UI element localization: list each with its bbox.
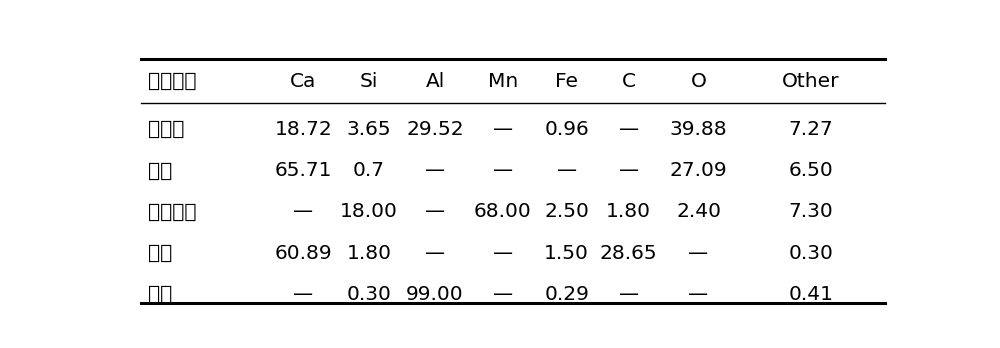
Text: Fe: Fe [555, 72, 578, 91]
Text: —: — [619, 120, 639, 139]
Text: 60.89: 60.89 [274, 244, 332, 263]
Text: —: — [688, 244, 709, 263]
Text: 1.80: 1.80 [606, 203, 651, 221]
Text: Al: Al [425, 72, 445, 91]
Text: —: — [425, 244, 445, 263]
Text: 68.00: 68.00 [474, 203, 532, 221]
Text: 硅锴合金: 硅锴合金 [148, 203, 197, 221]
Text: 0.29: 0.29 [544, 285, 589, 304]
Text: 99.00: 99.00 [406, 285, 464, 304]
Text: 28.65: 28.65 [600, 244, 658, 263]
Text: 石灰: 石灰 [148, 161, 173, 180]
Text: —: — [493, 161, 513, 180]
Text: 3.65: 3.65 [347, 120, 391, 139]
Text: 65.71: 65.71 [274, 161, 332, 180]
Text: C: C [622, 72, 636, 91]
Text: —: — [619, 285, 639, 304]
Text: 7.30: 7.30 [788, 203, 833, 221]
Text: 6.50: 6.50 [788, 161, 833, 180]
Text: —: — [293, 203, 313, 221]
Text: 1.50: 1.50 [544, 244, 589, 263]
Text: 0.41: 0.41 [788, 285, 833, 304]
Text: —: — [688, 285, 709, 304]
Text: 冶金辅料: 冶金辅料 [148, 72, 197, 91]
Text: 27.09: 27.09 [670, 161, 727, 180]
Text: Other: Other [782, 72, 840, 91]
Text: —: — [493, 285, 513, 304]
Text: 2.40: 2.40 [676, 203, 721, 221]
Text: 电石: 电石 [148, 244, 173, 263]
Text: 0.96: 0.96 [544, 120, 589, 139]
Text: 0.30: 0.30 [788, 244, 833, 263]
Text: 精炼渣: 精炼渣 [148, 120, 185, 139]
Text: —: — [425, 203, 445, 221]
Text: Mn: Mn [488, 72, 518, 91]
Text: 2.50: 2.50 [544, 203, 589, 221]
Text: —: — [425, 161, 445, 180]
Text: —: — [293, 285, 313, 304]
Text: 0.7: 0.7 [353, 161, 385, 180]
Text: Ca: Ca [290, 72, 316, 91]
Text: —: — [557, 161, 577, 180]
Text: 18.72: 18.72 [274, 120, 332, 139]
Text: 29.52: 29.52 [406, 120, 464, 139]
Text: 1.80: 1.80 [347, 244, 392, 263]
Text: Si: Si [360, 72, 378, 91]
Text: 39.88: 39.88 [670, 120, 727, 139]
Text: 铝锞: 铝锞 [148, 285, 173, 304]
Text: —: — [619, 161, 639, 180]
Text: —: — [493, 120, 513, 139]
Text: 7.27: 7.27 [788, 120, 833, 139]
Text: O: O [691, 72, 706, 91]
Text: 0.30: 0.30 [347, 285, 392, 304]
Text: —: — [493, 244, 513, 263]
Text: 18.00: 18.00 [340, 203, 398, 221]
